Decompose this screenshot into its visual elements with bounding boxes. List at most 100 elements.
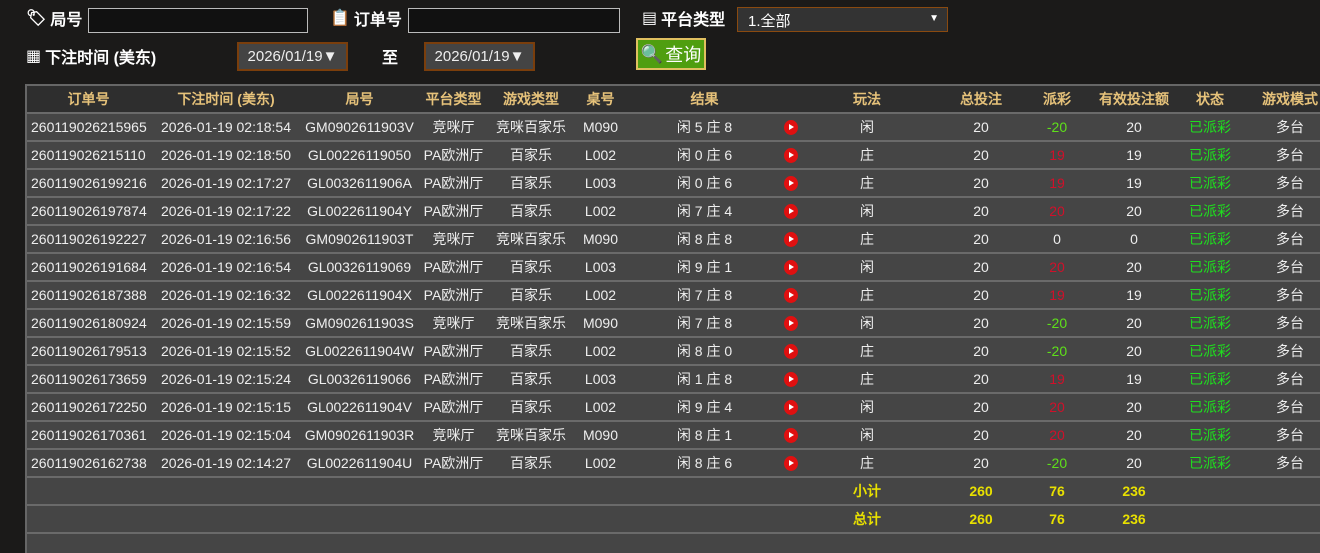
play-video-icon[interactable] (784, 148, 798, 164)
play-video-icon[interactable] (784, 204, 798, 220)
chevron-down-icon: ▼ (929, 13, 939, 24)
round-id-cell: GL00326119069 (302, 253, 417, 282)
tag-icon: 🏷 (26, 10, 47, 27)
empty-cell (780, 477, 802, 506)
empty-cell (27, 505, 150, 534)
round-input[interactable] (88, 8, 308, 33)
game-mode-cell: 多台 (1236, 365, 1320, 394)
table-row: 260119026173659 2026-01-19 02:15:24 GL0032… (27, 365, 1320, 394)
bet-type-cell: 闲 (802, 197, 932, 226)
order-id-cell: 260119026191684 (27, 253, 150, 282)
total-bet-cell: 20 (932, 253, 1030, 282)
table-no-cell: L003 (572, 253, 629, 282)
play-video-icon[interactable] (784, 372, 798, 388)
result-cell: 闲 9 庄 4 (629, 393, 780, 422)
order-label: 📋 订单号 (330, 10, 402, 29)
valid-bet-cell: 19 (1084, 281, 1184, 310)
bet-type-cell: 闲 (802, 253, 932, 282)
status-cell: 已派彩 (1184, 113, 1236, 142)
video-cell (780, 393, 802, 422)
table-no-cell: L002 (572, 393, 629, 422)
order-id-cell: 260119026215965 (27, 113, 150, 142)
status-cell: 已派彩 (1184, 169, 1236, 198)
result-cell: 闲 1 庄 8 (629, 365, 780, 394)
play-video-icon[interactable] (784, 176, 798, 192)
valid-bet-cell: 20 (1084, 197, 1184, 226)
play-video-icon[interactable] (784, 120, 798, 136)
round-id-cell: GL00226119050 (302, 141, 417, 170)
empty-cell (780, 505, 802, 534)
payout-cell: 19 (1030, 169, 1084, 198)
total-bet-cell: 20 (932, 309, 1030, 338)
game-mode-cell: 多台 (1236, 393, 1320, 422)
payout-cell: 19 (1030, 281, 1084, 310)
column-header[interactable]: 订单号 (27, 86, 150, 114)
game-type-cell: 百家乐 (490, 393, 572, 422)
column-header[interactable]: 派彩 (1030, 86, 1084, 114)
valid-bet-cell: 20 (1084, 337, 1184, 366)
column-header[interactable]: 桌号 (572, 86, 629, 114)
query-button[interactable]: 🔍 查询 (636, 38, 706, 70)
video-cell (780, 449, 802, 478)
table-no-cell: L002 (572, 337, 629, 366)
valid-bet-cell: 20 (1084, 421, 1184, 450)
column-header[interactable]: 状态 (1184, 86, 1236, 114)
round-id-cell: GL0022611904W (302, 337, 417, 366)
game-mode-cell: 多台 (1236, 449, 1320, 478)
column-header[interactable]: 游戏模式 (1236, 86, 1320, 114)
order-input[interactable] (408, 8, 620, 33)
order-id-cell: 260119026170361 (27, 421, 150, 450)
column-header[interactable]: 总投注 (932, 86, 1030, 114)
subtotal-label: 小计 (802, 477, 932, 506)
status-cell: 已派彩 (1184, 309, 1236, 338)
valid-bet-cell: 20 (1084, 449, 1184, 478)
date-from-select[interactable]: 2026/01/19▼ (237, 42, 348, 71)
column-header[interactable]: 结果 (629, 86, 780, 114)
bet-time-cell: 2026-01-19 02:15:04 (150, 421, 302, 450)
column-header[interactable] (780, 86, 802, 114)
payout-cell: 19 (1030, 365, 1084, 394)
total-bet-cell: 20 (932, 449, 1030, 478)
valid-bet-cell: 20 (1084, 253, 1184, 282)
game-type-cell: 百家乐 (490, 281, 572, 310)
column-header[interactable]: 玩法 (802, 86, 932, 114)
empty-cell (302, 505, 417, 534)
total-bet-cell: 20 (932, 113, 1030, 142)
play-video-icon[interactable] (784, 232, 798, 248)
empty-cell (1236, 505, 1320, 534)
date-to-select[interactable]: 2026/01/19▼ (424, 42, 535, 71)
bet-type-cell: 闲 (802, 309, 932, 338)
video-cell (780, 197, 802, 226)
result-cell: 闲 8 庄 0 (629, 337, 780, 366)
table-row: 260119026192227 2026-01-19 02:16:56 GM0902… (27, 225, 1320, 254)
play-video-icon[interactable] (784, 344, 798, 360)
bet-time-cell: 2026-01-19 02:15:24 (150, 365, 302, 394)
play-video-icon[interactable] (784, 400, 798, 416)
round-id-cell: GM0902611903R (302, 421, 417, 450)
order-id-cell: 260119026192227 (27, 225, 150, 254)
bet-time-cell: 2026-01-19 02:14:27 (150, 449, 302, 478)
play-video-icon[interactable] (784, 316, 798, 332)
column-header[interactable]: 局号 (302, 86, 417, 114)
bet-type-cell: 庄 (802, 169, 932, 198)
column-header[interactable]: 有效投注额 (1084, 86, 1184, 114)
play-video-icon[interactable] (784, 288, 798, 304)
game-type-cell: 百家乐 (490, 253, 572, 282)
table-row: 260119026191684 2026-01-19 02:16:54 GL0032… (27, 253, 1320, 282)
play-video-icon[interactable] (784, 260, 798, 276)
column-header[interactable]: 平台类型 (417, 86, 490, 114)
bet-type-cell: 闲 (802, 421, 932, 450)
subtotal-valid-bet: 236 (1084, 477, 1184, 506)
column-header[interactable]: 下注时间 (美东) (150, 86, 302, 114)
status-cell: 已派彩 (1184, 281, 1236, 310)
payout-cell: 20 (1030, 197, 1084, 226)
play-video-icon[interactable] (784, 456, 798, 472)
video-cell (780, 253, 802, 282)
valid-bet-cell: 20 (1084, 309, 1184, 338)
payout-cell: 0 (1030, 225, 1084, 254)
column-header[interactable]: 游戏类型 (490, 86, 572, 114)
platform-select[interactable]: 1.全部 ▼ (737, 7, 948, 32)
platform-label: ▤ 平台类型 (642, 10, 726, 29)
play-video-icon[interactable] (784, 428, 798, 444)
game-mode-cell: 多台 (1236, 337, 1320, 366)
